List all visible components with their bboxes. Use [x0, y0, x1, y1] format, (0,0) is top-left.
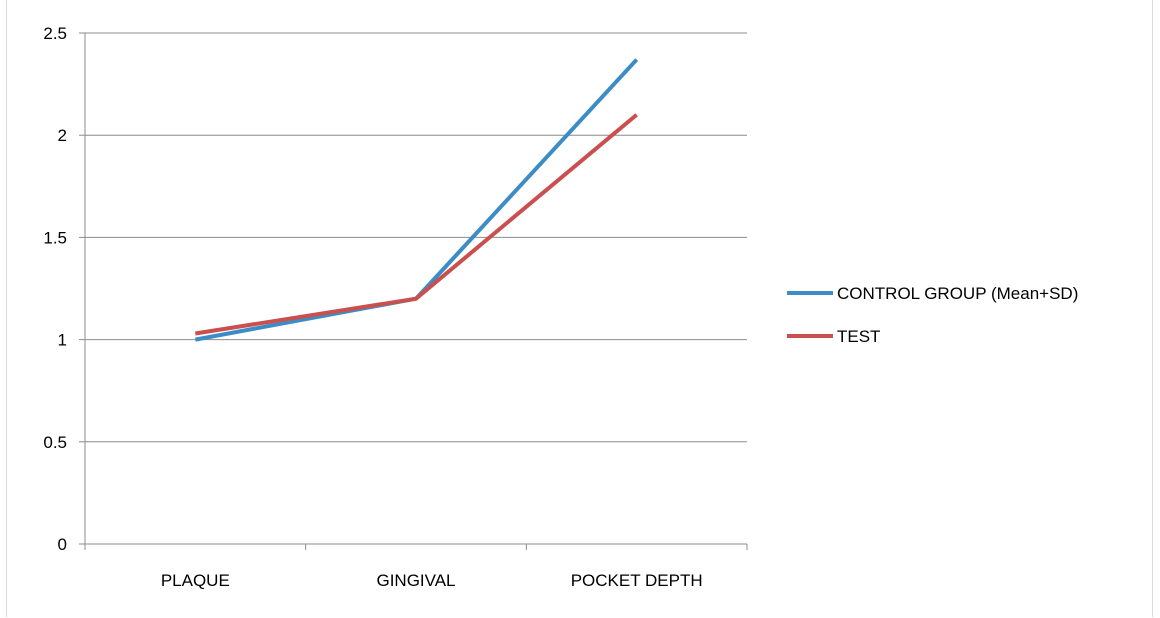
- line-chart: 00.511.522.5 PLAQUE GINGIVAL POCKET DEPTH …: [43, 24, 1078, 590]
- y-tick-label: 1.5: [43, 228, 67, 247]
- legend: CONTROL GROUP (Mean+SD) TEST: [787, 284, 1078, 346]
- chart-frame: 0 0.5 1 1.5 2 2.5 PLAQUE GINGIVAL POCKET DEPTH …: [6, 0, 1153, 617]
- series-line-2: [195, 113, 638, 336]
- x-category-label: POCKET DEPTH: [571, 571, 703, 590]
- x-category-labels: PLAQUE GINGIVAL POCKET DEPTH: [161, 571, 703, 590]
- x-category-label: GINGIVAL: [376, 571, 455, 590]
- y-tick-label: 0: [58, 535, 67, 554]
- x-category-label: PLAQUE: [161, 571, 230, 590]
- y-tick-label: 1: [58, 331, 67, 350]
- gridlines: [85, 32, 747, 443]
- y-tick-label: 2: [58, 126, 67, 145]
- axes: [79, 32, 748, 550]
- legend-label: CONTROL GROUP (Mean+SD): [837, 284, 1078, 303]
- y-tick-label: 0.5: [43, 433, 67, 452]
- y-tick-labels: 0 0.5 1 1.5 2 2.5: [43, 24, 67, 554]
- legend-label: TEST: [837, 327, 880, 346]
- series-lines: [194, 58, 639, 342]
- y-tick-label: 2.5: [43, 24, 67, 43]
